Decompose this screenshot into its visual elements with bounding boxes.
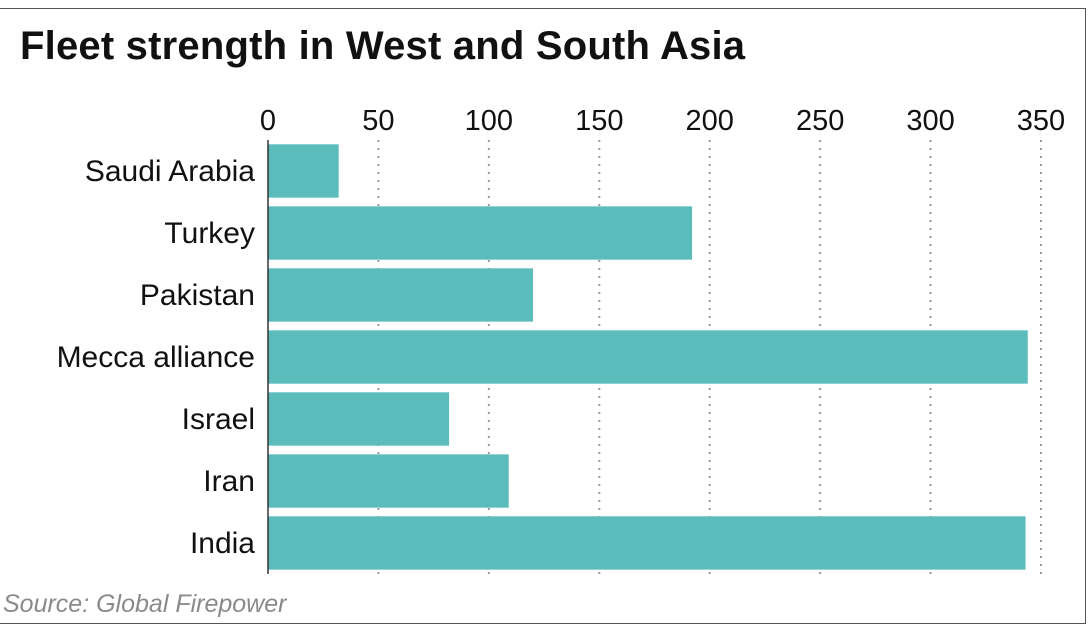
bar: [268, 454, 509, 508]
chart-frame: [0, 8, 1086, 624]
category-label: Mecca alliance: [57, 341, 255, 374]
x-tick-label: 150: [575, 105, 623, 137]
bar: [268, 392, 450, 446]
category-label: Iran: [203, 465, 255, 498]
category-labels: Saudi Arabia Turkey Pakistan Mecca alliance…: [57, 155, 256, 560]
category-label: Israel: [182, 403, 255, 436]
bar: [268, 268, 534, 322]
category-label: Pakistan: [140, 279, 255, 312]
category-label: Saudi Arabia: [85, 155, 255, 188]
x-tick-label: 100: [465, 105, 513, 137]
category-label: India: [190, 527, 255, 560]
x-tick-label: 50: [362, 105, 394, 137]
x-tick-label: 0: [260, 105, 276, 137]
bars: [268, 144, 1028, 570]
category-label: Turkey: [164, 217, 255, 250]
bar: [268, 206, 693, 260]
chart-title: Fleet strength in West and South Asia: [20, 24, 746, 68]
x-tick-label: 350: [1017, 105, 1065, 137]
bar: [268, 330, 1028, 384]
x-tick-label: 250: [796, 105, 844, 137]
x-tick-label: 300: [906, 105, 954, 137]
tick-labels: 0 50 100 150 200 250 300 350: [260, 105, 1065, 137]
source-note: Source: Global Firepower: [3, 590, 287, 618]
x-tick-label: 200: [686, 105, 734, 137]
bar: [268, 144, 339, 198]
bar: [268, 516, 1026, 570]
